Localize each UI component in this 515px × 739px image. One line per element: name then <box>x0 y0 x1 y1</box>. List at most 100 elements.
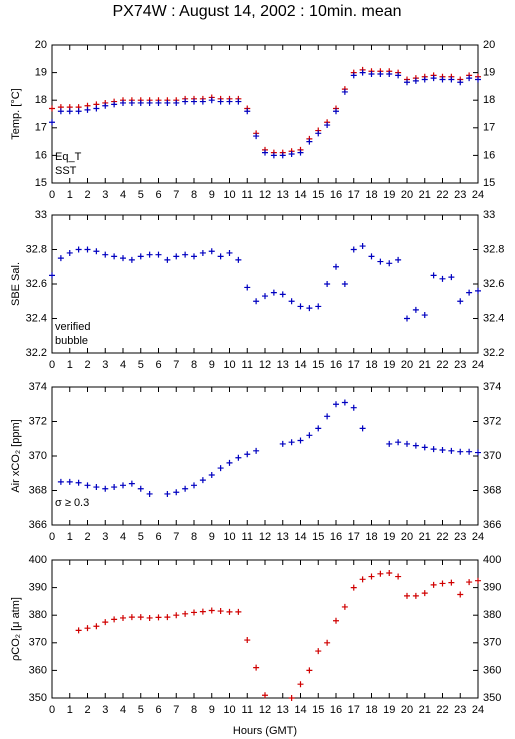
x-tick-label: 5 <box>138 531 144 543</box>
data-point <box>137 485 144 492</box>
legend-label: Eq_T <box>55 151 82 163</box>
x-tick-label: 19 <box>383 359 395 371</box>
data-point <box>404 315 410 322</box>
data-point <box>368 70 375 77</box>
data-point <box>146 614 153 621</box>
data-point <box>57 108 64 115</box>
y-axis-label: Temp. [°C] <box>10 88 22 139</box>
data-point <box>191 253 197 260</box>
data-point <box>297 303 304 310</box>
data-point <box>297 681 304 688</box>
x-tick-label: 10 <box>223 704 235 716</box>
data-point <box>324 639 331 646</box>
data-point <box>279 440 286 447</box>
data-point <box>448 76 455 83</box>
x-tick-label: 12 <box>259 189 271 201</box>
data-point <box>306 432 313 439</box>
data-point <box>412 77 419 84</box>
x-tick-label: 15 <box>312 704 324 716</box>
data-point <box>191 609 197 616</box>
x-tick-label: 22 <box>436 189 448 201</box>
data-point <box>350 404 357 411</box>
x-tick-label: 3 <box>102 704 108 716</box>
data-point <box>84 625 91 632</box>
data-point <box>102 485 109 492</box>
data-point <box>341 281 348 287</box>
x-tick-label: 13 <box>277 704 289 716</box>
x-tick-label: 17 <box>348 189 360 201</box>
data-point <box>315 648 322 655</box>
data-point <box>466 579 473 586</box>
x-tick-label: 2 <box>84 189 90 201</box>
data-point <box>297 437 304 444</box>
x-tick-label: 12 <box>259 359 271 371</box>
data-point <box>279 152 286 159</box>
y-tick-label-right: 32.6 <box>483 278 504 290</box>
y-tick-label-right: 17 <box>483 122 495 134</box>
x-tick-label: 18 <box>365 189 377 201</box>
data-point <box>93 623 100 630</box>
x-tick-label: 2 <box>84 704 90 716</box>
legend-label: SST <box>55 165 77 177</box>
data-point <box>315 130 322 137</box>
data-point <box>324 281 331 287</box>
y-tick-label-right: 372 <box>483 415 501 427</box>
data-point <box>226 249 233 256</box>
data-point <box>75 479 82 486</box>
x-tick-label: 3 <box>102 531 108 543</box>
y-tick-label: 350 <box>29 692 47 704</box>
data-point <box>279 291 286 298</box>
y-tick-label: 400 <box>29 554 47 566</box>
data-point <box>350 72 357 79</box>
data-point <box>377 570 384 577</box>
x-tick-label: 14 <box>294 189 306 201</box>
x-tick-label: 1 <box>67 189 73 201</box>
data-point <box>111 484 118 491</box>
y-axis-label: ρCO₂ [μ atm] <box>10 597 22 661</box>
data-point <box>84 106 91 113</box>
x-tick-label: 0 <box>49 531 55 543</box>
data-point <box>111 253 118 260</box>
data-point <box>244 637 251 644</box>
data-point <box>182 251 189 258</box>
x-axis-label: Hours (GMT) <box>233 725 297 737</box>
data-point <box>226 459 233 466</box>
data-point <box>253 447 260 454</box>
data-point <box>235 256 242 263</box>
data-point <box>49 272 55 279</box>
y-tick-label: 33 <box>35 209 47 221</box>
plot-frame <box>51 559 479 699</box>
y-tick-label-right: 400 <box>483 554 501 566</box>
annotation: σ ≥ 0.3 <box>55 497 89 509</box>
y-tick-label-right: 350 <box>483 692 501 704</box>
x-tick-label: 6 <box>155 359 161 371</box>
data-point <box>421 590 428 597</box>
data-point <box>244 284 251 291</box>
chart-title: PX74W : August 14, 2002 : 10min. mean <box>112 3 401 20</box>
x-tick-label: 7 <box>173 531 179 543</box>
x-tick-label: 4 <box>120 531 126 543</box>
data-point <box>120 482 126 489</box>
data-point <box>137 614 144 621</box>
y-tick-label-right: 33 <box>483 209 495 221</box>
data-point <box>306 138 313 145</box>
data-point <box>359 425 366 432</box>
data-point <box>288 439 295 446</box>
data-point <box>359 69 366 76</box>
data-point <box>421 444 428 451</box>
x-tick-label: 13 <box>277 359 289 371</box>
x-tick-label: 6 <box>155 704 161 716</box>
data-point <box>430 272 437 279</box>
data-point <box>57 255 64 262</box>
plot-frame <box>51 386 479 526</box>
data-point <box>439 76 446 83</box>
data-point <box>208 471 215 478</box>
x-tick-label: 24 <box>472 189 484 201</box>
data-point <box>137 253 144 260</box>
data-point <box>439 580 446 587</box>
data-point <box>102 102 109 109</box>
y-tick-label: 390 <box>29 582 47 594</box>
data-point <box>333 108 339 115</box>
data-point <box>395 573 402 580</box>
data-point <box>75 108 82 115</box>
